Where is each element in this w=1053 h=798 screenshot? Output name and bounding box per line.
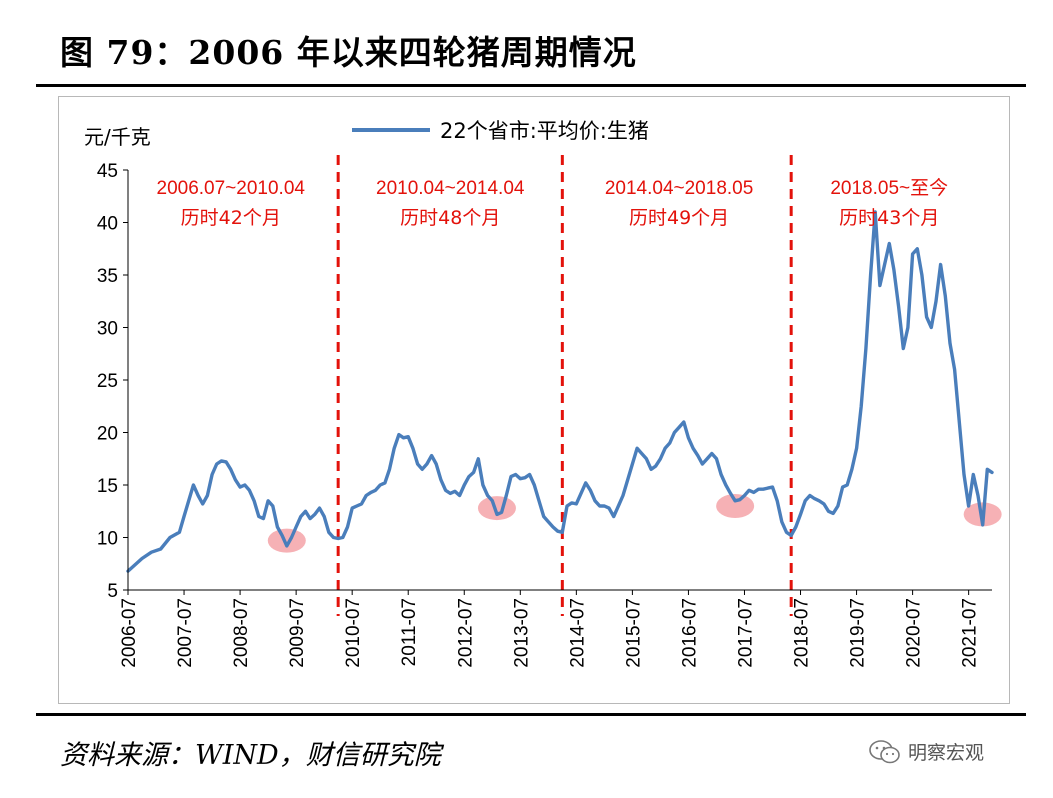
watermark: 明察宏观	[868, 738, 984, 765]
x-tick-label: 2007-07	[175, 598, 196, 668]
chart-frame	[58, 96, 1010, 704]
x-tick-label: 2019-07	[848, 598, 869, 668]
cycle-annotation-range: 2014.04~2018.05	[605, 178, 753, 199]
x-tick-label: 2017-07	[735, 598, 756, 668]
watermark-text: 明察宏观	[908, 742, 985, 764]
x-tick-label: 2015-07	[623, 598, 644, 668]
cycle-annotation-range: 2010.04~2014.04	[376, 178, 525, 199]
x-tick-label: 2021-07	[960, 598, 981, 668]
bottom-rule	[36, 713, 1026, 716]
x-tick-label: 2010-07	[343, 598, 364, 668]
trough-marker-layer	[267, 494, 1002, 553]
y-tick-label: 45	[97, 161, 118, 182]
cycle-annotation-duration: 历时43个月	[839, 207, 939, 229]
cycle-annotation-duration: 历时42个月	[181, 207, 281, 229]
x-tick-label: 2011-07	[399, 598, 420, 666]
y-tick-label: 30	[97, 319, 118, 340]
y-tick-label: 40	[97, 214, 118, 235]
trough-marker	[267, 528, 306, 553]
cycle-annotation-range: 2018.05~至今	[830, 177, 948, 199]
x-tick-label: 2018-07	[792, 598, 813, 668]
y-tick-label: 10	[97, 529, 118, 550]
legend-label: 22个省市:平均价:生猪	[440, 119, 649, 143]
y-axis-label: 元/千克	[84, 125, 151, 149]
y-tick-label: 35	[97, 266, 118, 287]
x-tick-label: 2013-07	[511, 598, 532, 668]
series-layer	[126, 210, 994, 573]
wechat-icon	[869, 739, 900, 763]
x-tick-label: 2020-07	[904, 598, 925, 668]
cycle-annotation-range: 2006.07~2010.04	[157, 178, 306, 199]
cycle-annotation-duration: 历时48个月	[400, 207, 500, 229]
top-rule	[36, 84, 1026, 87]
y-tick-label: 20	[97, 424, 118, 445]
y-tick-label: 25	[97, 371, 118, 392]
x-tick-label: 2009-07	[287, 598, 308, 668]
x-tick-label: 2016-07	[679, 598, 700, 668]
trough-marker	[716, 494, 755, 518]
label-layer: 元/千克 22个省市:平均价:生猪 2006.07~2010.04 历时42个月 201…	[84, 119, 948, 229]
axis-layer: 5 10 15 20 25 30 35 40 45 2006-07 2007-07 2008-07 20…	[97, 161, 992, 668]
trough-marker	[477, 496, 516, 521]
x-tick-label: 2014-07	[567, 598, 588, 668]
series-line	[126, 210, 994, 573]
y-tick-label: 5	[107, 581, 118, 602]
cycle-divider-layer	[336, 155, 793, 616]
y-tick-label: 15	[97, 476, 118, 497]
source-note: 资料来源：WIND，财信研究院	[60, 740, 441, 771]
x-tick-label: 2012-07	[455, 598, 476, 668]
figure-title: 图 79：2006 年以来四轮猪周期情况	[60, 33, 637, 72]
cycle-annotation-duration: 历时49个月	[629, 207, 729, 229]
x-tick-label: 2006-07	[119, 598, 140, 668]
x-tick-label: 2008-07	[231, 598, 252, 668]
